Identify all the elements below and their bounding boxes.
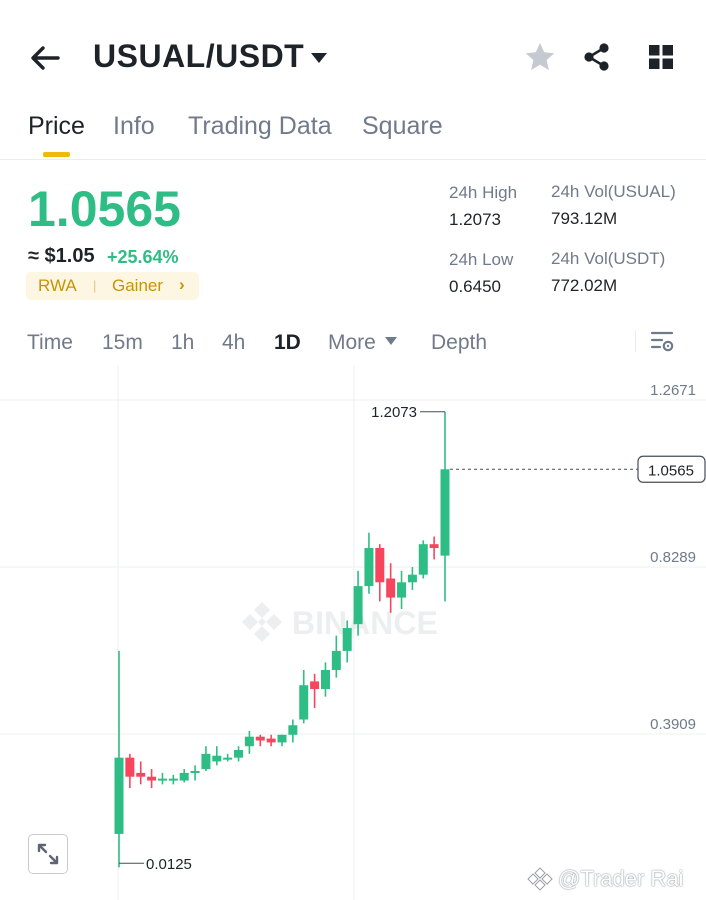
candle-body [288, 725, 298, 735]
low-label: 24h Low [449, 250, 514, 269]
divider [635, 330, 636, 352]
chevron-right-icon[interactable]: › [179, 275, 185, 294]
y-axis-tick-label: 1.2671 [650, 382, 696, 399]
credit-watermark: @Trader Rai [558, 866, 684, 891]
last-price: 1.0565 [28, 181, 181, 237]
candle-body [136, 772, 146, 777]
candle-body [234, 750, 244, 758]
y-axis-tick-label: 0.8289 [650, 549, 696, 566]
candle-body [255, 736, 265, 741]
expand-icon[interactable] [28, 834, 68, 874]
vol-quote-value: 772.02M [551, 276, 618, 295]
low-marker-label: 0.0125 [146, 856, 192, 873]
candle-body [440, 469, 450, 556]
watermark-text: BINANCE [292, 605, 438, 641]
credit-logo-icon [527, 867, 553, 891]
candle-body [320, 669, 330, 690]
high-value: 1.2073 [449, 210, 501, 229]
binance-watermark: BINANCE [242, 602, 438, 642]
price-change-percent: +25.64% [107, 247, 179, 267]
tab-trading-data[interactable]: Trading Data [188, 112, 332, 140]
tag-gainer[interactable]: Gainer [112, 276, 164, 295]
tag-group[interactable]: RWA | Gainer › [26, 272, 199, 300]
candle-body [266, 738, 276, 743]
fiat-price: ≈ $1.05 [28, 245, 95, 267]
star-icon[interactable] [523, 40, 557, 74]
candle-body [429, 544, 439, 548]
high-marker-label: 1.2073 [371, 404, 417, 421]
candle-body [299, 685, 309, 720]
caret-down-icon[interactable] [309, 50, 329, 66]
vol-base-label: 24h Vol(USUAL) [551, 182, 676, 201]
interval-1d[interactable]: 1D [274, 331, 301, 354]
arrow-left-icon[interactable] [28, 40, 64, 76]
candle-body [310, 681, 320, 690]
main-tabs: Price Info Trading Data Square [0, 106, 706, 160]
vol-quote-label: 24h Vol(USDT) [551, 249, 666, 268]
y-axis-tick-label: 0.3909 [650, 716, 696, 733]
kline-chart[interactable]: BINANCE 1.2671 0.8289 0.3909 1.2073 0.0125 1.… [0, 366, 706, 900]
interval-depth[interactable]: Depth [431, 331, 488, 354]
chart-settings-icon[interactable] [648, 328, 676, 356]
candle-body [397, 582, 407, 598]
trading-pair-title[interactable]: USUAL/USDT [93, 38, 305, 74]
interval-more[interactable]: More [328, 331, 376, 354]
candle-body [190, 770, 200, 773]
grid-icon[interactable] [644, 40, 678, 74]
high-label: 24h High [449, 183, 518, 202]
binance-logo-icon [242, 602, 282, 642]
candle-body [353, 586, 363, 625]
interval-bar: Time 15m 1h 4h 1D More Depth [0, 320, 706, 366]
tab-price[interactable]: Price [28, 112, 85, 140]
candle-body [114, 757, 124, 834]
candle-body [418, 544, 428, 575]
candle-body [386, 578, 396, 598]
candle-body [125, 757, 135, 777]
interval-time[interactable]: Time [27, 331, 73, 354]
low-value: 0.6450 [449, 277, 501, 296]
current-price-box [637, 455, 706, 483]
tab-info[interactable]: Info [113, 112, 155, 140]
share-icon[interactable] [580, 40, 614, 74]
tag-separator: | [93, 278, 97, 293]
interval-4h[interactable]: 4h [222, 331, 246, 354]
kline-chart-svg[interactable]: BINANCE 1.2671 0.8289 0.3909 1.2073 0.0125 1.… [0, 366, 706, 900]
tag-rwa[interactable]: RWA [38, 276, 77, 295]
candle-body [179, 772, 189, 781]
candle-body [364, 547, 374, 587]
interval-15m[interactable]: 15m [102, 331, 143, 354]
caret-down-icon[interactable] [384, 336, 398, 346]
vol-base-value: 793.12M [551, 209, 618, 228]
current-price-label: 1.0565 [648, 462, 694, 479]
active-tab-indicator [43, 152, 70, 157]
tab-square[interactable]: Square [362, 112, 443, 140]
candle-body [277, 734, 287, 743]
candle-body [201, 753, 211, 770]
candle-body [244, 736, 254, 747]
candle-body [147, 776, 157, 781]
candle-body [375, 547, 385, 583]
candle-body [223, 757, 233, 760]
candle-body [212, 755, 222, 762]
candle-body [157, 778, 167, 781]
candle-body [342, 628, 352, 651]
top-bar: USUAL/USDT [0, 0, 706, 118]
candle-body [407, 574, 417, 583]
candle-body [331, 650, 341, 670]
interval-1h[interactable]: 1h [171, 331, 195, 354]
candle-body [168, 778, 178, 781]
